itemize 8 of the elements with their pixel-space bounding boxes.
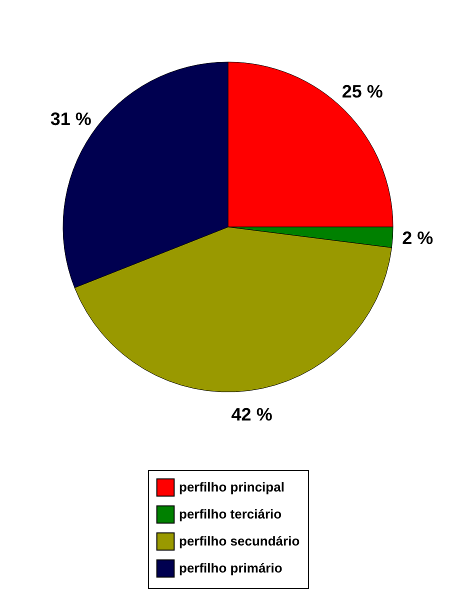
data-label: 25 %	[342, 82, 383, 102]
data-label: 31 %	[50, 109, 92, 130]
legend-label: perfilho principal	[179, 480, 284, 494]
legend-label: perfilho primário	[179, 560, 282, 576]
legend-label: perfilho terciário	[179, 506, 282, 522]
data-label: 42 %	[231, 404, 272, 424]
data-label: 2 %	[402, 228, 434, 248]
legend-label: perfilho secundário	[179, 534, 300, 548]
